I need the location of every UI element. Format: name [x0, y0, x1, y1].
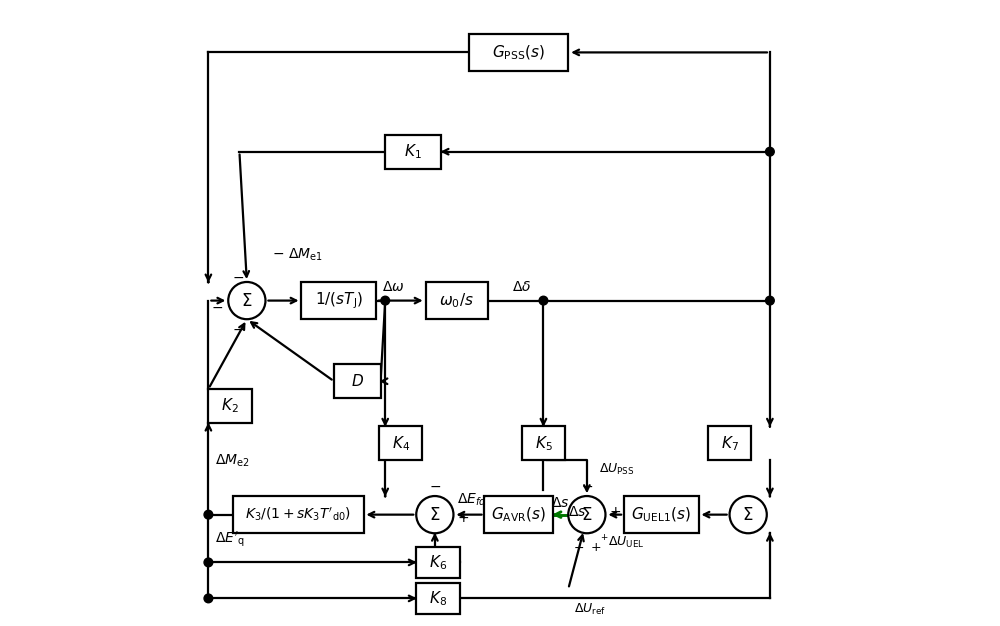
Text: $K_3/(1+sK_3T'_{\mathrm{d0}})$: $K_3/(1+sK_3T'_{\mathrm{d0}})$: [245, 506, 351, 523]
Text: $+$: $+$: [457, 511, 469, 525]
Text: ${}^+\!\Delta U_{\mathrm{UEL}}$: ${}^+\!\Delta U_{\mathrm{UEL}}$: [599, 533, 645, 551]
Text: $\Delta s$: $\Delta s$: [568, 505, 587, 518]
FancyBboxPatch shape: [233, 496, 364, 533]
Text: $\Delta E_{fd}$: $\Delta E_{fd}$: [457, 492, 486, 508]
Text: $\Delta U_{\mathrm{PSS}}$: $\Delta U_{\mathrm{PSS}}$: [599, 463, 635, 478]
Text: $\omega_0 / s$: $\omega_0 / s$: [439, 291, 474, 310]
FancyBboxPatch shape: [416, 583, 460, 614]
Text: $+$: $+$: [590, 541, 601, 554]
FancyBboxPatch shape: [624, 496, 699, 533]
FancyBboxPatch shape: [469, 34, 568, 71]
Text: $\Delta E'_{\mathrm{q}}$: $\Delta E'_{\mathrm{q}}$: [215, 530, 244, 549]
Text: $K_1$: $K_1$: [404, 142, 422, 161]
Text: $\Delta M_{\mathrm{e2}}$: $\Delta M_{\mathrm{e2}}$: [215, 452, 249, 468]
Text: $-$: $-$: [581, 479, 593, 493]
Circle shape: [381, 296, 390, 305]
FancyBboxPatch shape: [522, 426, 565, 460]
FancyBboxPatch shape: [208, 389, 252, 423]
Text: $D$: $D$: [351, 373, 364, 389]
Text: $K_6$: $K_6$: [429, 553, 447, 572]
Text: $K_5$: $K_5$: [535, 434, 552, 453]
Text: $+$: $+$: [609, 505, 621, 518]
Text: $-$: $-$: [429, 479, 441, 493]
Text: $\Delta U_{\mathrm{ref}}$: $\Delta U_{\mathrm{ref}}$: [574, 602, 606, 617]
Text: $K_8$: $K_8$: [429, 589, 447, 608]
Text: $\Sigma$: $\Sigma$: [429, 506, 441, 523]
FancyBboxPatch shape: [484, 496, 553, 533]
FancyBboxPatch shape: [301, 282, 376, 319]
Text: $-$: $-$: [232, 270, 244, 284]
Text: $K_7$: $K_7$: [721, 434, 739, 453]
Text: $\Delta\omega$: $\Delta\omega$: [382, 280, 405, 294]
Circle shape: [568, 496, 605, 533]
Circle shape: [204, 558, 213, 567]
Text: $-\ \Delta M_{\mathrm{e1}}$: $-\ \Delta M_{\mathrm{e1}}$: [272, 247, 322, 264]
Circle shape: [204, 510, 213, 519]
Text: $\Sigma$: $\Sigma$: [241, 292, 253, 310]
FancyBboxPatch shape: [385, 135, 441, 169]
Text: $G_{\mathrm{AVR}}(s)$: $G_{\mathrm{AVR}}(s)$: [491, 505, 546, 524]
Circle shape: [766, 147, 774, 156]
Circle shape: [204, 594, 213, 603]
FancyBboxPatch shape: [334, 364, 381, 398]
Text: $-$: $-$: [232, 322, 244, 336]
Text: $K_2$: $K_2$: [221, 397, 239, 416]
FancyBboxPatch shape: [708, 426, 751, 460]
Text: $\Delta\delta$: $\Delta\delta$: [512, 280, 532, 294]
Circle shape: [416, 496, 453, 533]
Text: $G_{\mathrm{UEL1}}(s)$: $G_{\mathrm{UEL1}}(s)$: [631, 505, 691, 524]
Text: $G_{\mathrm{PSS}}(s)$: $G_{\mathrm{PSS}}(s)$: [492, 43, 545, 61]
Text: $-$: $-$: [211, 300, 223, 314]
Text: $\Delta s$: $\Delta s$: [551, 496, 570, 510]
Circle shape: [228, 282, 265, 319]
FancyBboxPatch shape: [379, 426, 422, 460]
Text: $\Sigma$: $\Sigma$: [581, 506, 593, 523]
Circle shape: [766, 296, 774, 305]
Circle shape: [539, 296, 548, 305]
Text: $\Sigma$: $\Sigma$: [742, 506, 754, 523]
FancyBboxPatch shape: [416, 547, 460, 578]
Text: $1/(sT_{\mathrm{J}})$: $1/(sT_{\mathrm{J}})$: [315, 290, 363, 311]
Text: $-$: $-$: [573, 541, 584, 554]
Circle shape: [730, 496, 767, 533]
Text: $K_4$: $K_4$: [392, 434, 410, 453]
FancyBboxPatch shape: [426, 282, 488, 319]
